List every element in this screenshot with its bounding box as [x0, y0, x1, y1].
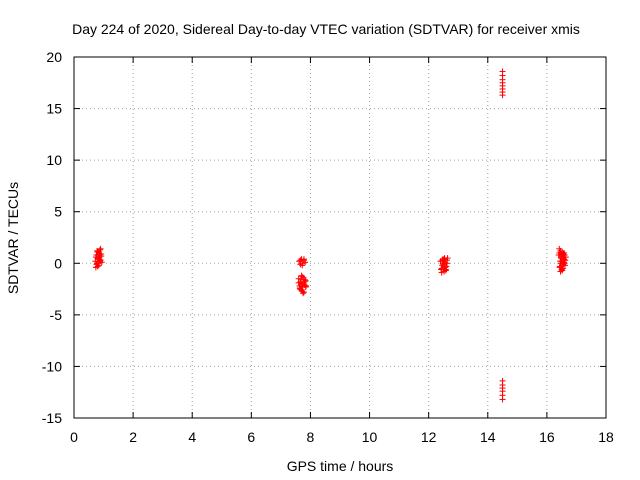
y-tick-label: 0	[54, 255, 62, 271]
data-point	[556, 249, 563, 256]
data-point	[439, 260, 446, 267]
data-point	[299, 284, 306, 291]
data-point	[559, 262, 566, 269]
y-tick-label: -5	[50, 307, 63, 323]
data-point	[299, 262, 306, 269]
data-point	[438, 269, 445, 276]
x-tick-label: 6	[247, 429, 255, 445]
x-tick-label: 4	[188, 429, 196, 445]
data-point	[441, 256, 448, 263]
y-tick-label: -15	[42, 410, 62, 426]
data-point	[295, 279, 302, 286]
data-point	[561, 259, 568, 266]
y-tick-label: 5	[54, 204, 62, 220]
data-point	[442, 266, 449, 273]
y-tick-label: 20	[46, 49, 62, 65]
data-point	[95, 260, 102, 267]
y-axis-title: SDTVAR / TECUs	[5, 182, 21, 294]
data-point	[298, 272, 305, 279]
data-point	[557, 268, 564, 275]
data-point	[301, 278, 308, 285]
data-point	[302, 259, 309, 266]
data-point	[92, 254, 99, 261]
data-point	[297, 257, 304, 264]
x-axis-title: GPS time / hours	[287, 458, 394, 474]
data-point	[94, 247, 101, 254]
data-point	[443, 257, 450, 264]
chart-title: Day 224 of 2020, Sidereal Day-to-day VTE…	[72, 21, 580, 37]
data-point	[556, 263, 563, 270]
x-tick-label: 12	[421, 429, 437, 445]
y-tick-label: 15	[46, 101, 62, 117]
data-point	[97, 245, 104, 252]
x-axis: 0 2 4 6 8 10 12 14 16 18	[70, 57, 614, 445]
x-tick-label: 16	[539, 429, 555, 445]
data-point	[300, 290, 307, 297]
data-point	[300, 256, 307, 263]
data-points	[92, 68, 569, 403]
x-tick-label: 14	[480, 429, 496, 445]
data-point	[559, 251, 566, 258]
data-point	[499, 396, 506, 403]
data-point	[96, 252, 103, 259]
data-point	[299, 273, 306, 280]
data-point	[558, 254, 565, 261]
x-tick-label: 0	[70, 429, 78, 445]
data-point	[302, 277, 309, 284]
data-point	[97, 246, 104, 253]
plot-frame	[73, 56, 607, 419]
data-point	[303, 282, 310, 289]
data-point	[94, 263, 101, 270]
x-tick-label: 2	[129, 429, 137, 445]
data-point	[297, 276, 304, 283]
y-tick-label: 10	[46, 152, 62, 168]
data-point	[499, 92, 506, 99]
x-tick-label: 8	[307, 429, 315, 445]
data-point	[441, 263, 448, 270]
y-axis: -15 -10 -5 0 5 10 15 20	[42, 49, 606, 426]
y-tick-label: -10	[42, 358, 62, 374]
x-tick-label: 18	[598, 429, 614, 445]
grid	[74, 57, 606, 418]
x-tick-label: 10	[362, 429, 378, 445]
